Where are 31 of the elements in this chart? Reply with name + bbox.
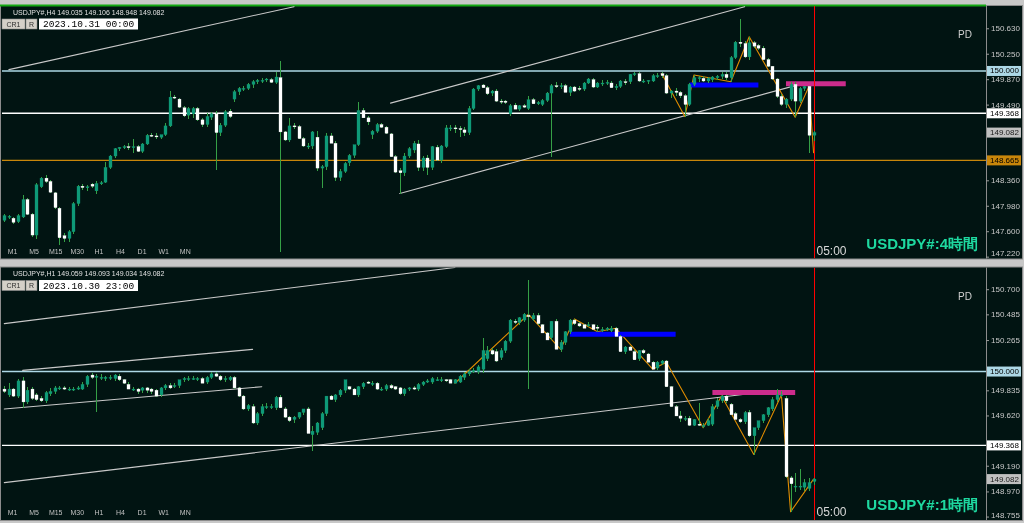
annotation: PD [958,290,972,302]
text: USDJPY#:1時間 [866,496,978,513]
y-tick-label: 149.870 [991,75,1021,85]
y-tick-label: 150.485 [991,310,1021,320]
y-tick-label: 148.970 [991,487,1021,497]
y-tick-label: 150.630 [991,24,1021,34]
y-tick-label: 150.250 [991,49,1021,59]
annotation: 05:00 [816,505,847,519]
ref-line-label: 149.368 [990,108,1020,118]
text: 149.082 [990,128,1020,138]
text: USDJPY#:4時間 [866,234,978,252]
y-tick-label: 149.190 [991,461,1021,471]
y-tick-label: 147.220 [991,249,1021,258]
y-tick-label: 150.265 [991,336,1021,346]
y-tick-label: 150.700 [991,285,1021,295]
y-tick-label: 147.980 [991,201,1021,211]
y-tick-label: 149.490 [991,100,1021,110]
annotation: 2023.10.30 23:00 [43,280,135,292]
y-tick-label: 149.835 [991,386,1021,396]
y-tick-label: 148.755 [991,510,1021,520]
y-tick-label: 148.360 [991,176,1021,186]
annotation: 05:00 [816,243,847,258]
ref-line-label: 148.665 [990,155,1020,165]
annotation: PD [958,29,972,40]
y-tick-label: 147.600 [991,227,1021,237]
annotation: 2023.10.31 00:00 [43,19,135,30]
ref-line-label: 150.000 [990,66,1020,76]
ref-line-label: 150.000 [990,367,1020,377]
y-tick-label: 149.620 [991,411,1021,421]
text: 149.082 [990,474,1020,484]
ref-line-label: 149.368 [990,440,1020,450]
